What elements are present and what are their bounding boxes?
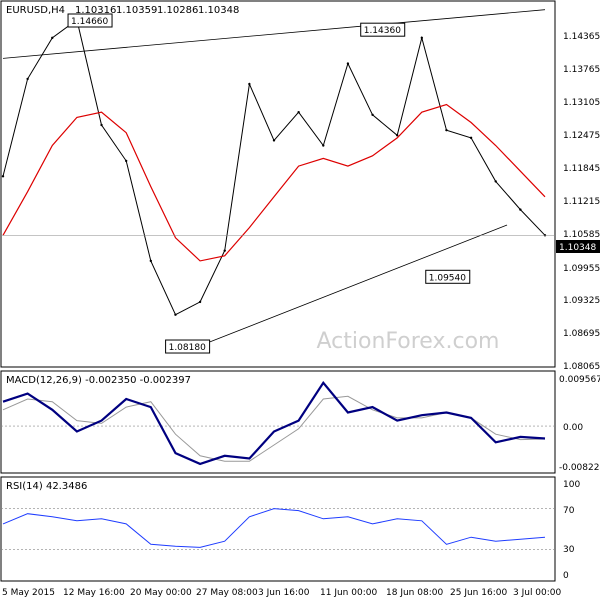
rsi-series-layer <box>1 508 555 550</box>
macd-tick-0: 0.009567 <box>559 375 600 385</box>
rsi-tick-1: 70 <box>563 506 575 516</box>
price-y-axis: 1.14365 1.13765 1.13105 1.12475 1.11845 … <box>563 32 600 372</box>
price-annotation-label: 1.08180 <box>169 343 206 353</box>
price-annotations: 1.14660 1.14360 1.09540 1.08180 <box>67 13 471 354</box>
price-point <box>1 175 5 178</box>
price-tick-4: 1.11845 <box>563 164 600 174</box>
price-point <box>198 300 202 304</box>
price-tick-2: 1.13105 <box>563 98 600 108</box>
price-point <box>100 123 103 127</box>
price-tick-0: 1.14365 <box>563 32 600 42</box>
price-point <box>469 136 473 140</box>
macd-tick-2: -0.008224 <box>559 463 600 473</box>
price-tick-6: 1.10585 <box>563 230 600 240</box>
price-tick-10: 1.08065 <box>563 362 600 372</box>
rsi-panel <box>0 476 556 582</box>
price-annotation-box <box>425 269 471 284</box>
price-point <box>149 259 153 263</box>
price-point <box>420 36 424 40</box>
price-annotation-label: 1.14660 <box>71 17 108 27</box>
current-price-label: 1.10348 <box>559 243 596 253</box>
price-point <box>174 313 177 316</box>
price-tick-7: 1.09955 <box>563 264 600 274</box>
price-header-values: 1.10316 1.10359 1.10286 1.10348 <box>75 5 239 16</box>
price-point <box>494 180 497 183</box>
x-axis: 5 May 2015 12 May 16:00 20 May 00:00 27 … <box>2 588 562 598</box>
price-point <box>248 82 251 86</box>
macd-y-axis: 0.009567 0.00 -0.008224 <box>559 375 600 473</box>
x-tick-3: 27 May 08:00 <box>196 588 258 598</box>
macd-label: MACD(12,26,9) -0.002350 -0.002397 <box>6 375 191 386</box>
upper-trendline <box>2 9 546 59</box>
macd-main-line <box>2 380 546 466</box>
price-symbol-label: EURUSD,H4 <box>6 5 65 16</box>
x-tick-1: 12 May 16:00 <box>63 588 125 598</box>
header-value-open: 1.10316 <box>75 5 116 16</box>
price-point <box>371 113 374 116</box>
price-point <box>519 208 522 211</box>
moving-average-line <box>2 103 546 262</box>
x-tick-7: 25 Jun 16:00 <box>450 588 507 598</box>
x-tick-2: 20 May 00:00 <box>130 588 192 598</box>
price-point <box>322 144 325 147</box>
x-tick-6: 18 Jun 08:00 <box>386 588 443 598</box>
current-price-box <box>556 240 600 253</box>
price-point <box>445 128 448 132</box>
price-point <box>272 139 276 142</box>
lower-trendline <box>197 224 508 347</box>
price-point <box>124 159 128 163</box>
x-tick-0: 5 May 2015 <box>2 588 55 598</box>
price-annotation-label: 1.09540 <box>429 273 466 283</box>
x-tick-4: 3 Jun 16:00 <box>258 588 310 598</box>
price-point <box>395 134 399 137</box>
price-point <box>297 111 300 114</box>
price-point <box>51 36 54 40</box>
price-tick-1: 1.13765 <box>563 65 600 75</box>
price-annotation-box <box>67 13 113 28</box>
macd-tick-1: 0.00 <box>563 423 583 433</box>
header-value-high: 1.10359 <box>116 5 157 16</box>
watermark: ActionForex.com <box>317 329 500 354</box>
price-point <box>223 249 226 252</box>
header-value-close: 1.10348 <box>198 5 239 16</box>
macd-panel <box>0 370 556 474</box>
rsi-line <box>2 508 546 548</box>
price-tick-9: 1.08695 <box>563 329 600 339</box>
rsi-tick-0: 100 <box>563 480 580 490</box>
price-series-layer <box>1 9 555 347</box>
rsi-label: RSI(14) 42.3486 <box>6 481 87 492</box>
price-tick-8: 1.09325 <box>563 296 600 306</box>
price-panel <box>0 0 556 368</box>
rsi-tick-3: 0 <box>563 571 569 581</box>
header-value-low: 1.10286 <box>157 5 198 16</box>
x-tick-8: 3 Jul 00:00 <box>513 588 562 598</box>
price-annotation-box <box>165 339 211 354</box>
price-annotation-label: 1.14360 <box>364 26 401 36</box>
price-tick-3: 1.12475 <box>563 131 600 141</box>
price-point <box>26 77 29 81</box>
x-tick-5: 11 Jun 00:00 <box>320 588 377 598</box>
price-point <box>346 62 350 65</box>
price-tick-5: 1.11215 <box>563 197 600 207</box>
price-annotation-box <box>360 22 406 37</box>
macd-series-layer <box>1 380 555 466</box>
rsi-y-axis: 100 70 30 0 <box>563 480 580 581</box>
rsi-tick-2: 30 <box>563 545 575 555</box>
